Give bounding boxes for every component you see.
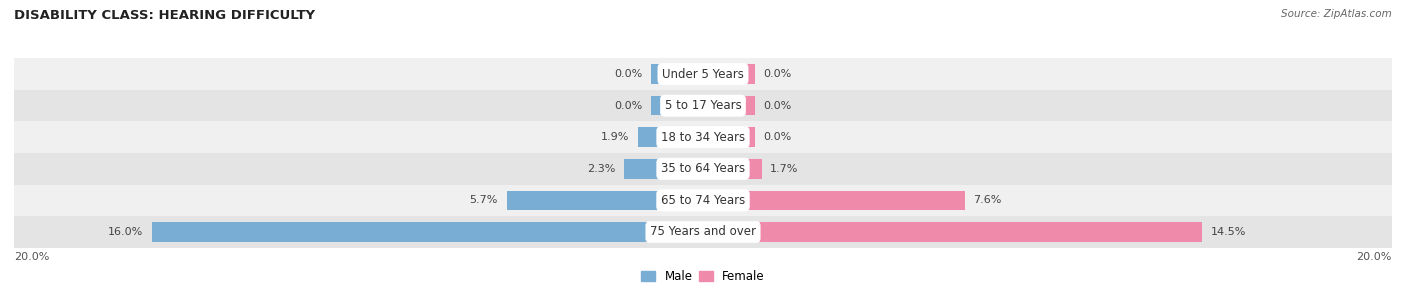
Text: 18 to 34 Years: 18 to 34 Years: [661, 131, 745, 144]
Bar: [703, 222, 1202, 242]
Text: 7.6%: 7.6%: [973, 195, 1002, 205]
Bar: [624, 159, 703, 179]
Text: 0.0%: 0.0%: [763, 132, 792, 142]
Text: 65 to 74 Years: 65 to 74 Years: [661, 194, 745, 207]
Text: 35 to 64 Years: 35 to 64 Years: [661, 162, 745, 175]
Text: 5 to 17 Years: 5 to 17 Years: [665, 99, 741, 112]
Bar: [14, 58, 1392, 90]
Text: Source: ZipAtlas.com: Source: ZipAtlas.com: [1281, 9, 1392, 19]
Text: 14.5%: 14.5%: [1211, 227, 1247, 237]
Bar: [703, 191, 965, 210]
Text: 2.3%: 2.3%: [586, 164, 616, 174]
Bar: [14, 90, 1392, 121]
Bar: [637, 127, 703, 147]
Bar: [651, 64, 703, 84]
Bar: [506, 191, 703, 210]
Bar: [14, 185, 1392, 216]
Bar: [14, 216, 1392, 248]
Text: 75 Years and over: 75 Years and over: [650, 226, 756, 238]
Bar: [152, 222, 703, 242]
Text: 0.0%: 0.0%: [763, 69, 792, 79]
Text: 16.0%: 16.0%: [108, 227, 143, 237]
Text: Under 5 Years: Under 5 Years: [662, 68, 744, 80]
Text: 20.0%: 20.0%: [1357, 252, 1392, 262]
Text: 20.0%: 20.0%: [14, 252, 49, 262]
Legend: Male, Female: Male, Female: [637, 266, 769, 288]
Bar: [703, 159, 762, 179]
Bar: [14, 121, 1392, 153]
Bar: [703, 64, 755, 84]
Text: 5.7%: 5.7%: [470, 195, 498, 205]
Bar: [703, 96, 755, 115]
Bar: [14, 153, 1392, 185]
Text: 0.0%: 0.0%: [614, 69, 643, 79]
Text: 0.0%: 0.0%: [763, 101, 792, 111]
Text: 1.7%: 1.7%: [770, 164, 799, 174]
Text: 1.9%: 1.9%: [600, 132, 628, 142]
Bar: [651, 96, 703, 115]
Text: DISABILITY CLASS: HEARING DIFFICULTY: DISABILITY CLASS: HEARING DIFFICULTY: [14, 9, 315, 22]
Text: 0.0%: 0.0%: [614, 101, 643, 111]
Bar: [703, 127, 755, 147]
